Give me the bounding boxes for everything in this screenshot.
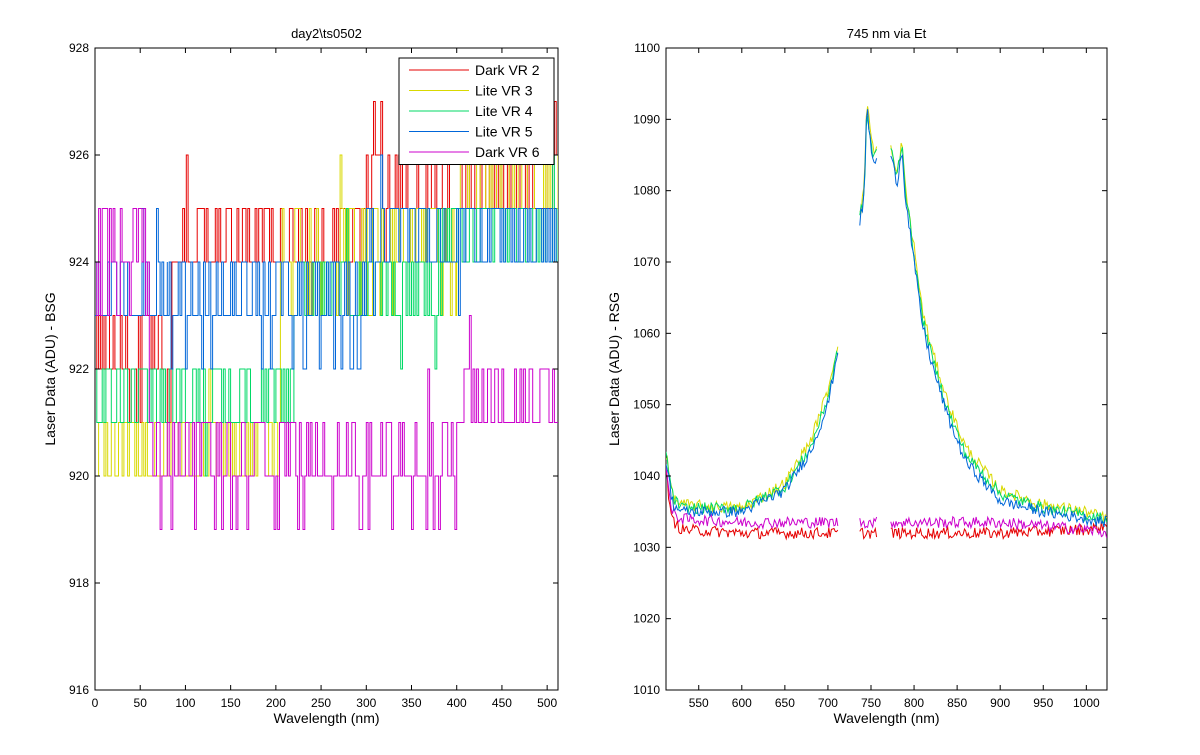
c0-y-tick-label-4: 924 <box>69 255 89 269</box>
c1-x-tick-label-1: 600 <box>732 696 752 710</box>
c1-y-tick-label-6: 1070 <box>633 255 660 269</box>
c1-x-tick-label-9: 1000 <box>1073 696 1100 710</box>
c1-x-tick-label-2: 650 <box>775 696 795 710</box>
c1-y-tick-label-2: 1030 <box>633 540 660 554</box>
c0-x-tick-label-7: 350 <box>401 696 421 710</box>
c1-x-tick-label-6: 850 <box>947 696 967 710</box>
c1-series-line-4 <box>666 109 1107 528</box>
c0-y-tick-label-2: 920 <box>69 469 89 483</box>
c1-series-line-1 <box>666 466 1107 538</box>
c0-x-tick-label-4: 200 <box>266 696 286 710</box>
c1-x-tick-label-0: 550 <box>689 696 709 710</box>
c1-y-tick-label-8: 1090 <box>633 112 660 126</box>
c0-series-line-4 <box>95 208 558 530</box>
c0-y-tick-label-5: 926 <box>69 148 89 162</box>
c1-plot-area <box>665 47 1108 691</box>
c0-y-axis-label: Laser Data (ADU) - BSG <box>42 292 58 445</box>
c1-y-tick-label-0: 1010 <box>633 683 660 697</box>
c0-series-group <box>95 101 558 530</box>
c1-y-tick-label-9: 1100 <box>634 41 660 55</box>
c0-legend-label-1: Lite VR 3 <box>475 83 533 99</box>
c0-x-tick-label-8: 400 <box>447 696 467 710</box>
c0-legend-label-2: Lite VR 4 <box>475 103 533 119</box>
c1-y-tick-label-3: 1040 <box>633 469 660 483</box>
c0-x-tick-label-0: 0 <box>92 696 99 710</box>
c0-x-tick-label-10: 500 <box>537 696 557 710</box>
c0-x-tick-label-1: 50 <box>134 696 148 710</box>
c0-x-tick-label-5: 250 <box>311 696 331 710</box>
c1-y-tick-label-4: 1050 <box>633 398 660 412</box>
c0-y-tick-label-3: 922 <box>69 362 89 376</box>
c1-y-tick-label-1: 1020 <box>633 612 660 626</box>
c0-x-tick-label-6: 300 <box>356 696 376 710</box>
c0-y-tick-label-0: 916 <box>69 683 89 697</box>
c0-legend: Dark VR 2 Lite VR 3 Lite VR 4 Lite VR 5 Dark… <box>398 57 555 165</box>
c1-y-axis-label: Laser Data (ADU) - RSG <box>606 292 622 446</box>
c1-title: 745 nm via Et <box>847 26 927 41</box>
c0-y-tick-label-6: 928 <box>69 41 89 55</box>
c0-y-tick-label-1: 918 <box>69 576 89 590</box>
left-chart: 0 50 100 150 200 250 300 350 400 450 500 916 918 920 9… <box>42 26 559 726</box>
c1-y-tick-label-5: 1060 <box>633 326 660 340</box>
c1-x-tick-label-8: 950 <box>1033 696 1053 710</box>
c1-series-group <box>666 106 1107 541</box>
c0-x-tick-label-3: 150 <box>221 696 241 710</box>
c1-x-axis-label: Wavelength (nm) <box>833 710 939 726</box>
c0-legend-label-0: Dark VR 2 <box>475 62 540 78</box>
c0-x-axis-label: Wavelength (nm) <box>273 710 379 726</box>
c1-series-line-0 <box>666 471 1107 541</box>
c1-x-tick-label-5: 800 <box>904 696 924 710</box>
c1-x-tick-label-7: 900 <box>990 696 1010 710</box>
c0-series-line-3 <box>95 154 558 370</box>
c0-x-tick-label-9: 450 <box>492 696 512 710</box>
c1-y-tick-label-7: 1080 <box>633 184 660 198</box>
c1-x-tick-label-4: 750 <box>861 696 881 710</box>
c0-legend-label-4: Dark VR 6 <box>475 144 540 160</box>
c0-legend-label-3: Lite VR 5 <box>475 124 533 140</box>
right-chart: 550 600 650 700 750 800 850 900 950 1000 1010 1020 1… <box>606 26 1108 726</box>
c0-x-tick-label-2: 100 <box>175 696 195 710</box>
c1-x-tick-label-3: 700 <box>818 696 838 710</box>
c0-title: day2\ts0502 <box>291 26 362 41</box>
